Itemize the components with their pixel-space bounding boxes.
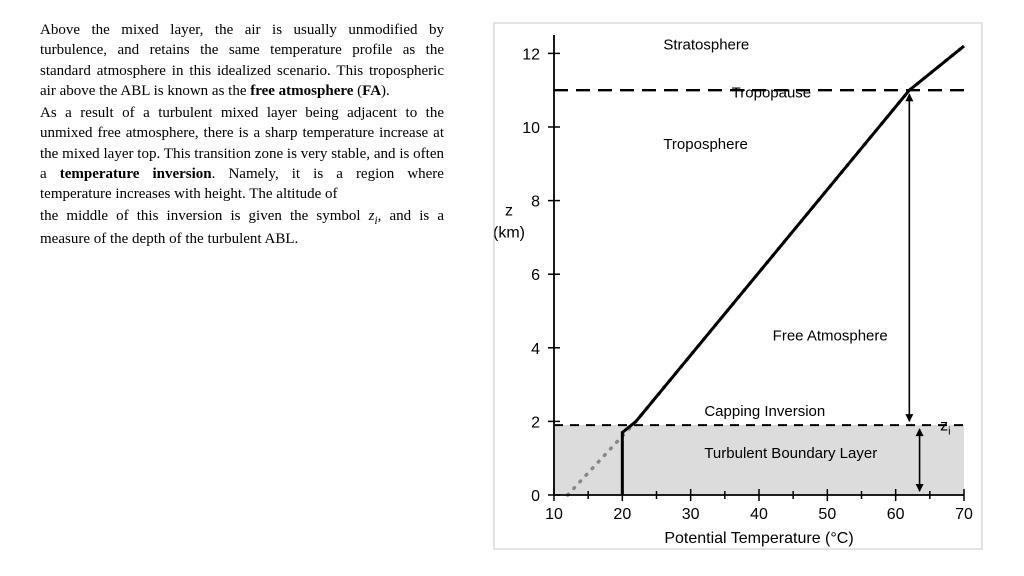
p1b-free-atmosphere: free atmosphere [250, 83, 353, 99]
label-zi: zi [940, 418, 950, 438]
label-stratosphere: Stratosphere [663, 37, 749, 54]
atmosphere-chart: 10 20 30 40 50 60 70 0 2 4 6 8 10 12 Potential Tempera… [484, 20, 984, 550]
paragraph-1: Above the mixed layer, the air is usuall… [40, 20, 444, 101]
paragraph-3: the middle of this inversion is given th… [40, 206, 444, 249]
label-turbulent-boundary-layer: Turbulent Boundary Layer [704, 445, 877, 462]
text-column: Above the mixed layer, the air is usuall… [40, 20, 444, 556]
y-tick-label: 8 [531, 194, 540, 211]
label-tropopause: Tropopause [732, 85, 812, 102]
paragraph-2: As a result of a turbulent mixed layer b… [40, 103, 444, 204]
y-axis-label-km: (km) [493, 224, 525, 241]
arrowhead-down-icon [905, 414, 913, 422]
x-tick-label: 10 [545, 506, 563, 523]
p3a: the middle of this inversion is given th… [40, 208, 369, 224]
label-free-atmosphere: Free Atmosphere [773, 327, 888, 344]
x-tick-label: 60 [887, 506, 905, 523]
p2b-temperature-inversion: temperature inversion [60, 166, 212, 182]
p1e: ). [381, 83, 390, 99]
chart-column: 10 20 30 40 50 60 70 0 2 4 6 8 10 12 Potential Tempera… [484, 20, 984, 556]
x-tick-label: 30 [682, 506, 700, 523]
y-tick-label: 10 [522, 120, 540, 137]
y-tick-label: 12 [522, 46, 540, 63]
y-tick-label: 2 [531, 414, 540, 431]
label-troposphere: Troposphere [663, 136, 748, 153]
y-axis-label-z: z [505, 202, 513, 219]
y-tick-label: 0 [531, 488, 540, 505]
label-capping-inversion: Capping Inversion [704, 403, 825, 420]
y-tick-label: 4 [531, 341, 540, 358]
x-tick-label: 40 [750, 506, 768, 523]
y-tick-label: 6 [531, 267, 540, 284]
x-tick-label: 50 [818, 506, 836, 523]
p1d-fa: FA [362, 83, 381, 99]
x-axis-label: Potential Temperature (°C) [664, 530, 853, 547]
x-tick-label: 70 [955, 506, 973, 523]
p1c: ( [353, 83, 362, 99]
x-tick-label: 20 [613, 506, 631, 523]
